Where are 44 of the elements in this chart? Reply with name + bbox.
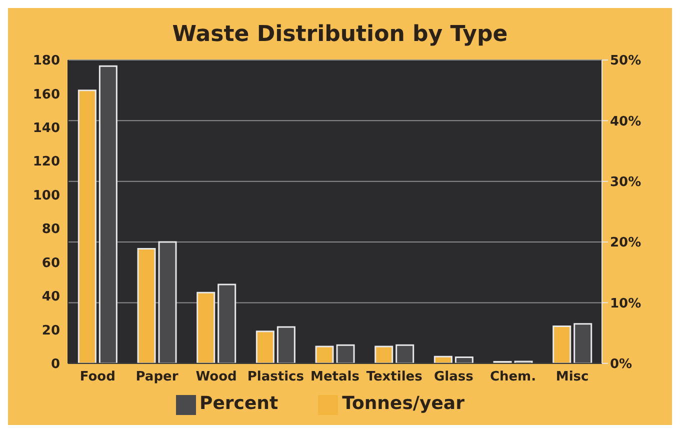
x-tick-label: Chem. bbox=[490, 370, 536, 385]
x-tick-label: Misc bbox=[556, 370, 589, 385]
chart-title: Waste Distribution by Type bbox=[171, 21, 509, 49]
x-tick-label: Wood bbox=[196, 370, 237, 385]
bar bbox=[434, 356, 452, 364]
bar bbox=[158, 241, 177, 364]
y-tick-label: 40 bbox=[42, 290, 60, 305]
legend-label: Percent bbox=[200, 393, 278, 414]
y-tick-label: 140 bbox=[32, 121, 60, 136]
x-tick-label: Paper bbox=[136, 370, 179, 385]
y-tick-label: 120 bbox=[32, 154, 60, 170]
x-tick-label: Food bbox=[80, 370, 116, 385]
y2-tick-label: 0% bbox=[610, 356, 632, 372]
bar bbox=[98, 65, 118, 364]
x-tick-label: Metals bbox=[310, 370, 360, 385]
bar bbox=[574, 323, 592, 364]
bar bbox=[256, 330, 274, 364]
y-tick-label: 20 bbox=[42, 323, 60, 338]
bar bbox=[374, 346, 394, 364]
x-tick-label: Textiles bbox=[366, 370, 423, 385]
y-tick-label: 160 bbox=[32, 87, 60, 102]
bar bbox=[396, 344, 414, 364]
y2-tick-label: 20% bbox=[610, 236, 642, 251]
y-tick-label: 100 bbox=[32, 188, 60, 204]
y-tick-label: 0 bbox=[50, 356, 60, 372]
y-tick-label: 80 bbox=[42, 222, 60, 238]
x-tick-label: Glass bbox=[434, 370, 474, 385]
bar bbox=[137, 248, 156, 364]
legend-label: Tonnes/year bbox=[342, 393, 464, 414]
y-tick-label: 180 bbox=[32, 54, 60, 69]
y2-tick-label: 30% bbox=[610, 174, 642, 190]
y-tick-label: 60 bbox=[42, 256, 60, 271]
bar bbox=[315, 346, 334, 364]
bar bbox=[276, 326, 296, 364]
y2-tick-label: 10% bbox=[610, 296, 642, 312]
bar bbox=[78, 90, 96, 364]
bar bbox=[552, 326, 572, 364]
y2-tick-label: 40% bbox=[610, 114, 642, 130]
bar bbox=[336, 344, 355, 364]
y2-tick-label: 50% bbox=[610, 54, 642, 69]
bar bbox=[218, 284, 236, 364]
bar bbox=[454, 356, 474, 364]
bar bbox=[196, 292, 216, 364]
x-tick-label: Plastics bbox=[247, 370, 304, 385]
